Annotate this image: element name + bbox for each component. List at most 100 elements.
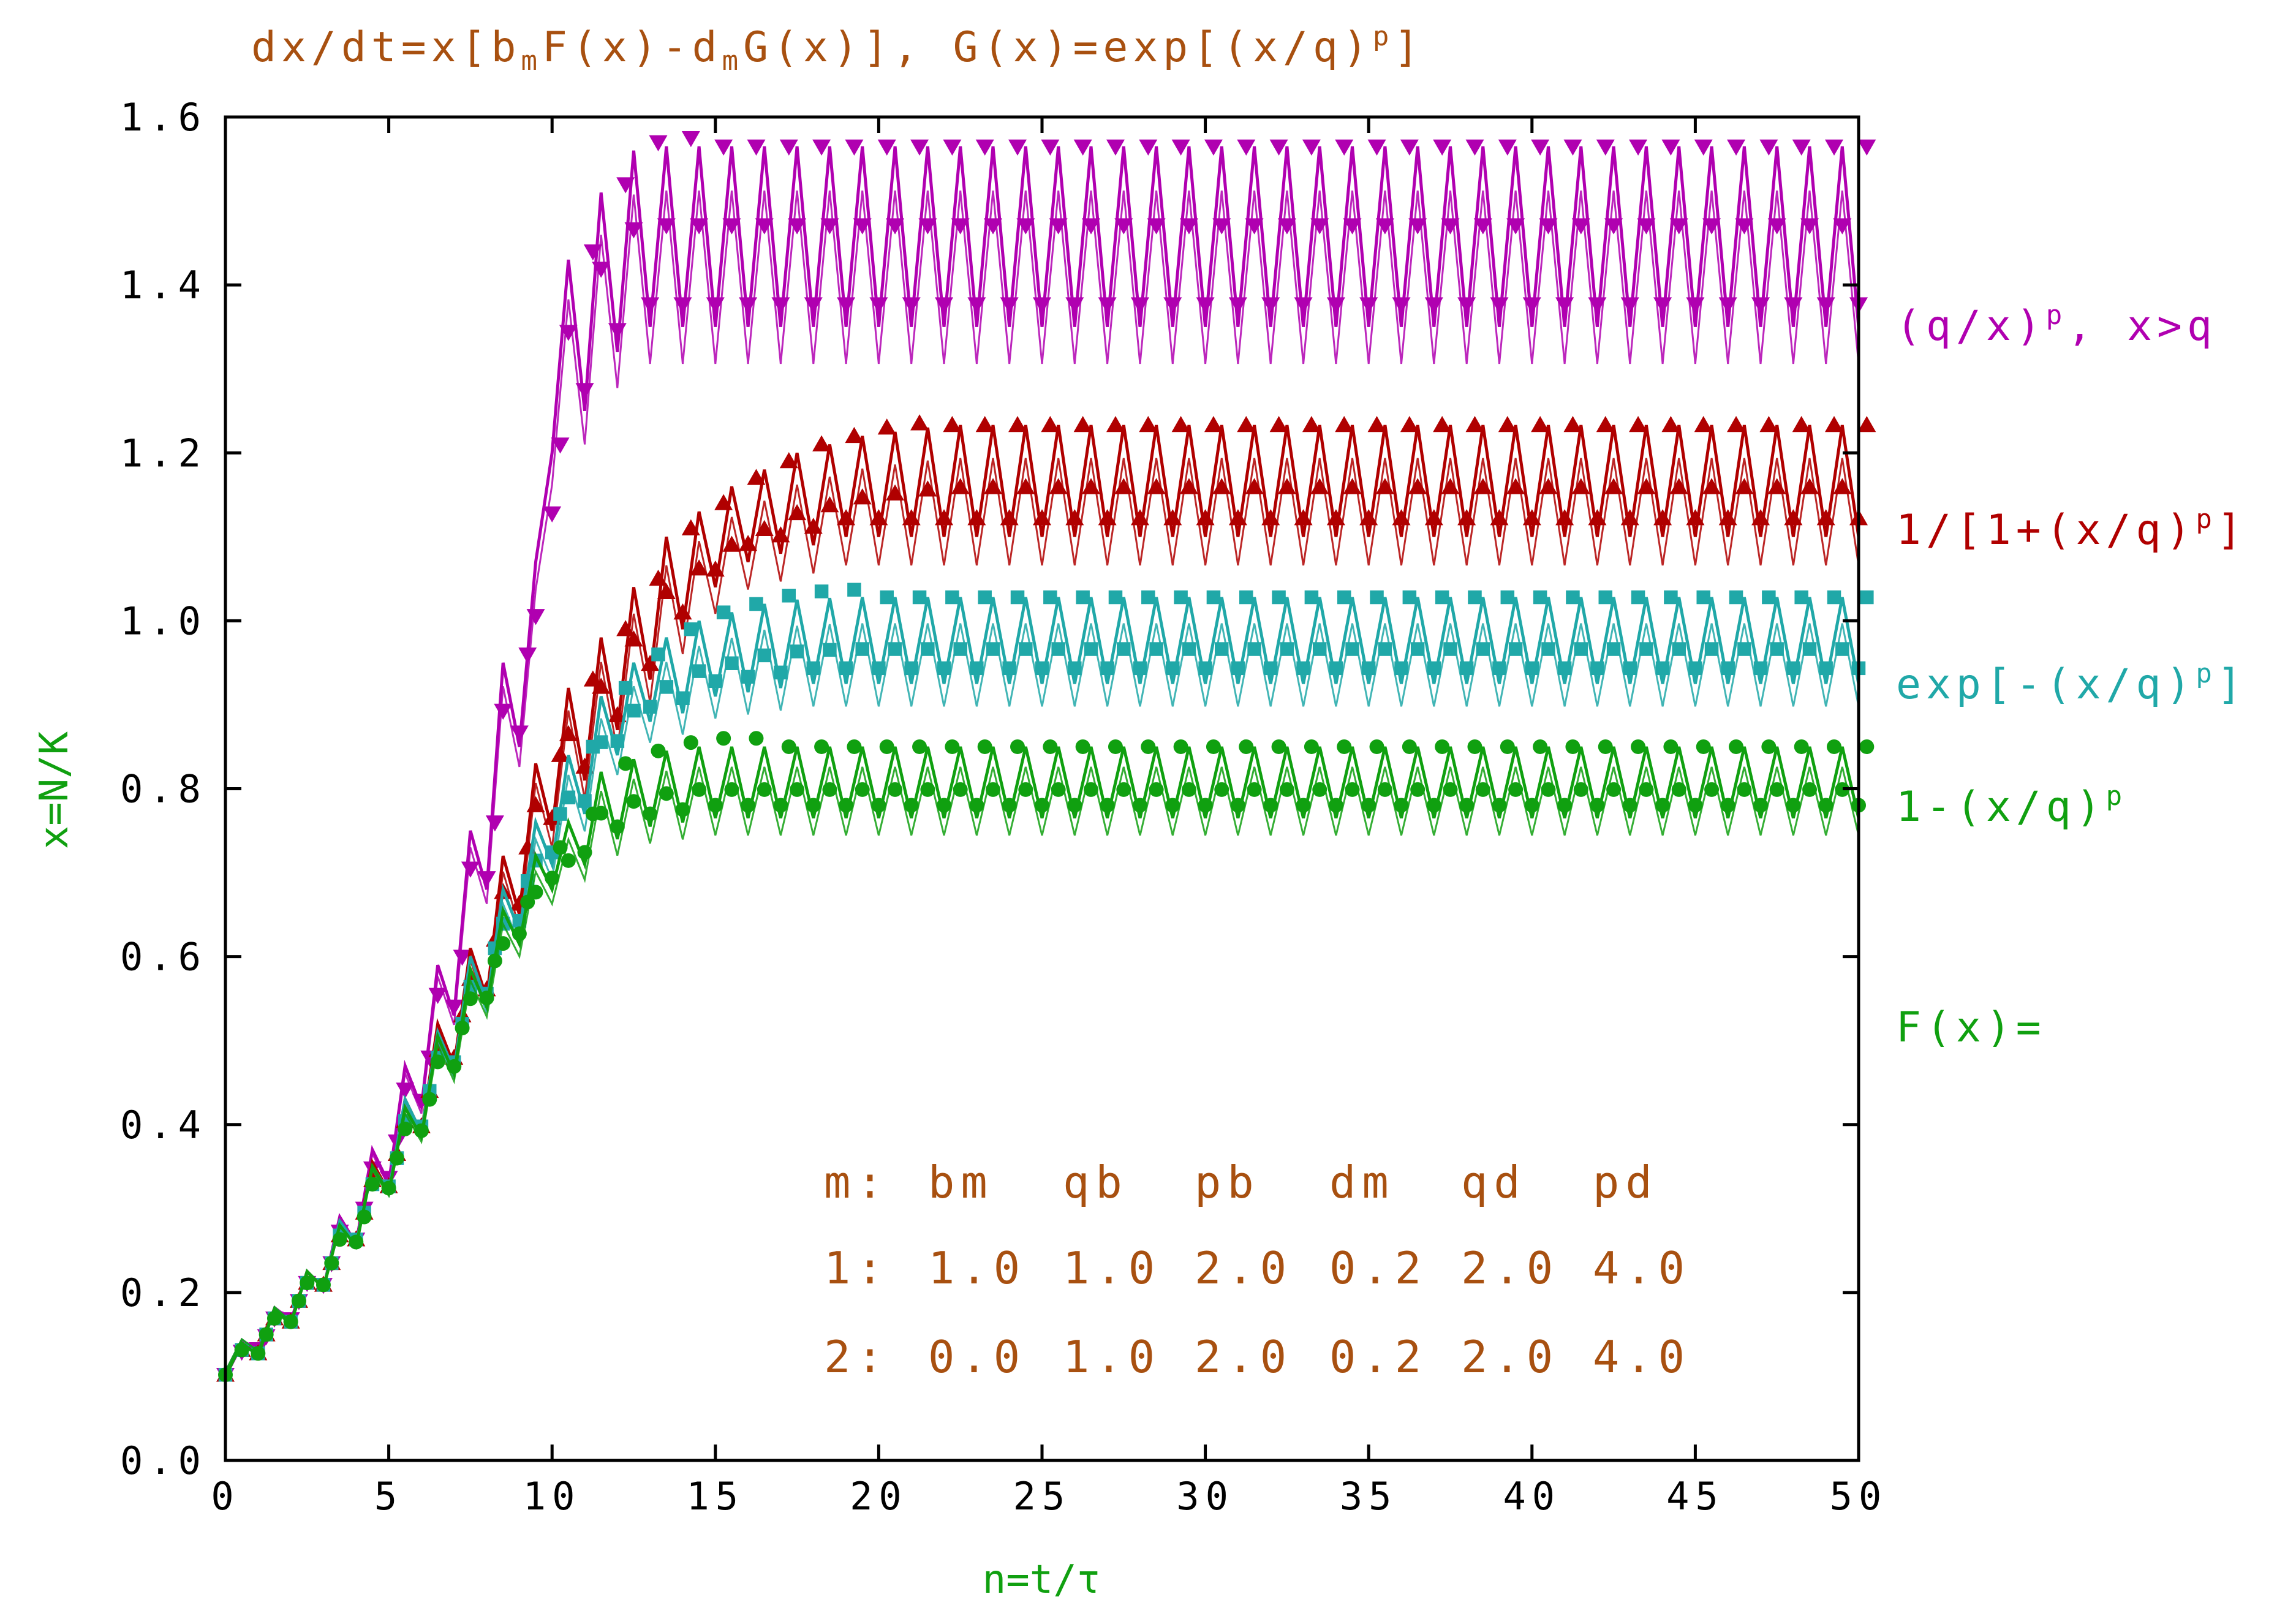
data-point [1835, 782, 1850, 797]
data-point [1043, 590, 1057, 605]
data-point [592, 262, 611, 278]
data-point [1827, 590, 1841, 605]
data-point [1835, 642, 1849, 656]
data-point [1263, 798, 1278, 813]
data-point [1792, 416, 1811, 432]
data-point [1402, 590, 1417, 605]
data-point [1051, 642, 1065, 656]
data-point [1604, 218, 1623, 235]
data-point [869, 297, 888, 314]
data-point [396, 1082, 415, 1099]
data-point [364, 1177, 380, 1192]
data-point [1114, 478, 1133, 494]
data-point [975, 139, 994, 156]
data-point [461, 861, 480, 878]
data-point [692, 782, 707, 797]
data-point [871, 798, 886, 813]
data-point [1637, 478, 1656, 494]
data-point [1596, 416, 1615, 432]
data-point [1753, 798, 1769, 813]
data-point [967, 297, 986, 314]
data-point [1555, 297, 1574, 314]
data-point [806, 798, 821, 813]
data-point [1084, 642, 1098, 656]
data-point [847, 739, 862, 754]
params-table: m: bm qb pb dm qd pd 1: 1.0 1.0 2.0 0.2 2.0 4.0 2: 0.0 1… [824, 1157, 1685, 1383]
data-point [1002, 798, 1017, 813]
data-point [1816, 297, 1835, 314]
data-point [1500, 590, 1515, 605]
x-tick-label: 35 [1340, 1474, 1398, 1519]
data-point [575, 383, 594, 399]
params-cell: 2.0 [1195, 1242, 1293, 1294]
data-point [1141, 739, 1156, 754]
x-tick-label: 50 [1830, 1474, 1888, 1519]
data-point [912, 590, 927, 605]
data-point [1688, 661, 1702, 676]
data-point [806, 661, 821, 676]
data-point [559, 725, 578, 741]
data-point [1083, 782, 1098, 797]
data-point [1163, 509, 1182, 526]
data-point [510, 725, 529, 742]
data-point [771, 297, 790, 314]
params-cell: 2: [824, 1331, 889, 1383]
data-point [1441, 478, 1460, 494]
data-point [1800, 218, 1819, 235]
data-point [1541, 642, 1555, 656]
data-point [757, 782, 772, 797]
series-group [216, 131, 1876, 1384]
data-point [618, 681, 633, 695]
data-point [1818, 798, 1833, 813]
data-point [1622, 798, 1637, 813]
data-point [1786, 798, 1801, 813]
data-point [610, 819, 625, 834]
data-point [937, 798, 952, 813]
data-point [1179, 218, 1198, 235]
data-point [937, 661, 951, 676]
data-point [1753, 661, 1768, 676]
data-point [659, 680, 674, 694]
data-point [641, 297, 660, 314]
data-point [1114, 218, 1133, 235]
data-point [1002, 661, 1016, 676]
data-point [1620, 297, 1639, 314]
data-point [1629, 416, 1648, 432]
data-point [1337, 739, 1352, 754]
data-point [1508, 782, 1524, 797]
data-point [692, 664, 706, 678]
data-point [967, 509, 986, 526]
data-point [616, 177, 635, 194]
data-point [1133, 661, 1147, 676]
data-point [1590, 798, 1605, 813]
data-point [771, 526, 790, 543]
data-point [234, 1342, 249, 1358]
data-point [1343, 478, 1362, 494]
data-point [1819, 661, 1833, 676]
data-point [755, 519, 774, 536]
data-point [724, 782, 739, 797]
data-point [986, 642, 1000, 656]
y-tick-label: 0.2 [120, 1271, 207, 1315]
params-header-cell: pb [1195, 1157, 1260, 1208]
data-point [918, 218, 937, 235]
data-point [1065, 297, 1084, 314]
data-point [1269, 139, 1288, 156]
data-point [1171, 416, 1190, 432]
data-point [300, 1275, 315, 1291]
data-point [526, 609, 545, 625]
data-point [1335, 416, 1354, 432]
params-cell: 0.2 [1329, 1242, 1427, 1294]
data-point [747, 469, 766, 485]
data-point [1272, 590, 1286, 605]
data-point [1506, 478, 1525, 494]
data-point [1312, 782, 1327, 797]
data-point [477, 871, 496, 888]
data-point [455, 1021, 470, 1036]
data-point [1196, 297, 1215, 314]
data-point [1171, 139, 1190, 156]
data-point [487, 953, 502, 969]
x-axis-label: n=t/τ [983, 1557, 1101, 1603]
data-point [1304, 739, 1319, 754]
data-point [1294, 297, 1313, 314]
